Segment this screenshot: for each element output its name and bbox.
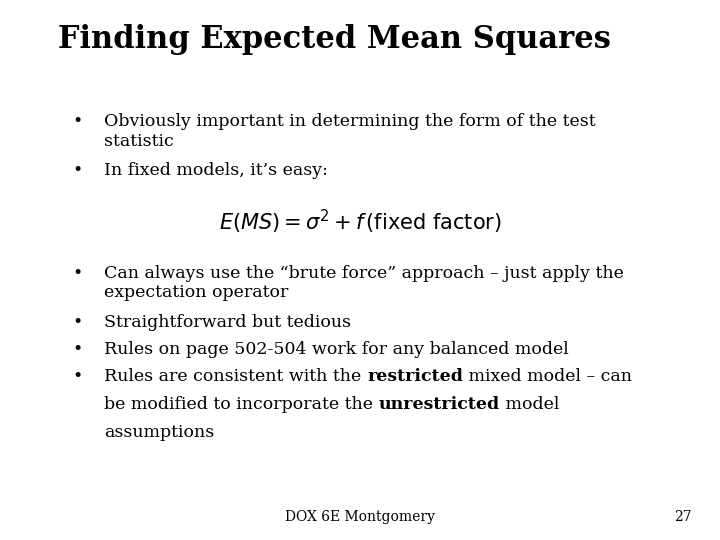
Text: •: • xyxy=(72,341,82,358)
Text: $E(MS) = \sigma^2 + f\,(\mathrm{fixed\ factor})$: $E(MS) = \sigma^2 + f\,(\mathrm{fixed\ f… xyxy=(219,208,501,236)
Text: model: model xyxy=(500,396,559,413)
Text: Rules are consistent with the: Rules are consistent with the xyxy=(104,368,367,385)
Text: Rules on page 502-504 work for any balanced model: Rules on page 502-504 work for any balan… xyxy=(104,341,569,358)
Text: Finding Expected Mean Squares: Finding Expected Mean Squares xyxy=(58,24,611,55)
Text: assumptions: assumptions xyxy=(104,424,215,441)
Text: In fixed models, it’s easy:: In fixed models, it’s easy: xyxy=(104,162,328,179)
Text: •: • xyxy=(72,265,82,281)
Text: •: • xyxy=(72,162,82,179)
Text: •: • xyxy=(72,113,82,130)
Text: Obviously important in determining the form of the test
statistic: Obviously important in determining the f… xyxy=(104,113,596,150)
Text: mixed model – can: mixed model – can xyxy=(463,368,632,385)
Text: •: • xyxy=(72,368,82,385)
Text: 27: 27 xyxy=(674,510,691,524)
Text: DOX 6E Montgomery: DOX 6E Montgomery xyxy=(285,510,435,524)
Text: Can always use the “brute force” approach – just apply the
expectation operator: Can always use the “brute force” approac… xyxy=(104,265,624,301)
Text: Straightforward but tedious: Straightforward but tedious xyxy=(104,314,351,331)
Text: unrestricted: unrestricted xyxy=(379,396,500,413)
Text: be modified to incorporate the: be modified to incorporate the xyxy=(104,396,379,413)
Text: restricted: restricted xyxy=(367,368,463,385)
Text: •: • xyxy=(72,314,82,331)
